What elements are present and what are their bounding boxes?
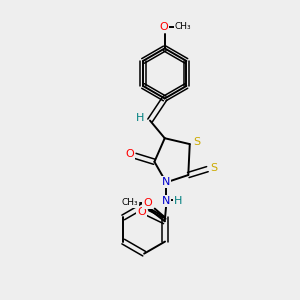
Text: O: O <box>137 206 146 217</box>
Text: H: H <box>174 196 183 206</box>
Text: CH₃: CH₃ <box>122 198 139 207</box>
Text: H: H <box>136 112 144 123</box>
Text: O: O <box>125 149 134 159</box>
Text: O: O <box>143 198 152 208</box>
Text: N: N <box>161 177 170 187</box>
Text: N: N <box>161 196 170 206</box>
Text: O: O <box>160 22 169 32</box>
Text: CH₃: CH₃ <box>175 22 191 32</box>
Text: S: S <box>194 137 201 147</box>
Text: S: S <box>210 163 218 173</box>
